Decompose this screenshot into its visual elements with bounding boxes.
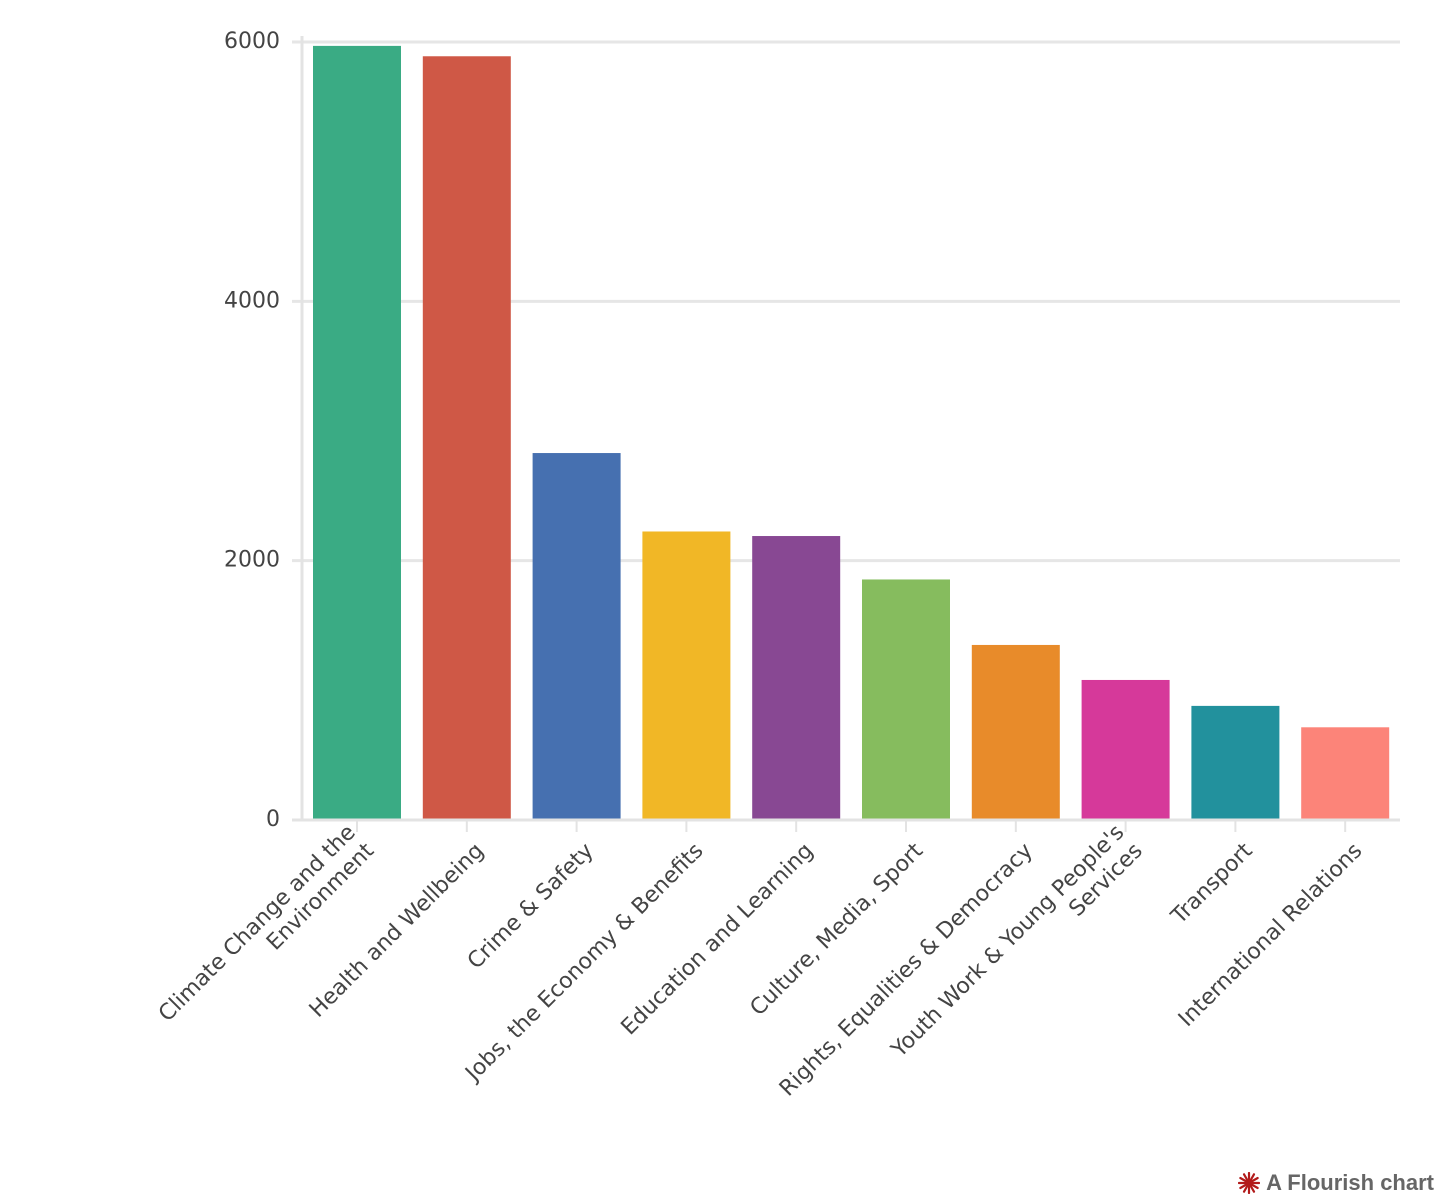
bar-1[interactable] (313, 45, 401, 820)
bar-8[interactable] (1081, 679, 1170, 820)
x-tick-label-line: Rights, Equalities & Democracy (775, 838, 1038, 1101)
x-tick-label: Climate Change and theEnvironment (154, 820, 379, 1045)
flourish-star-icon (1238, 1172, 1261, 1194)
x-tick-label-line: International Relations (1174, 838, 1367, 1031)
x-tick-label-line: Transport (1166, 838, 1258, 930)
x-tick-label-line: Jobs, the Economy & Benefits (460, 838, 709, 1087)
x-tick-label: Education and Learning (617, 838, 819, 1040)
x-tick-label: Health and Wellbeing (305, 838, 489, 1022)
x-tick-label-line: Education and Learning (617, 838, 819, 1040)
bars (313, 45, 1390, 821)
y-tick-label: 0 (266, 807, 280, 832)
y-tick-label: 2000 (224, 548, 280, 573)
bar-10[interactable] (1301, 727, 1390, 820)
flourish-credit[interactable]: A Flourish chart (1238, 1170, 1434, 1196)
bar-6[interactable] (862, 579, 950, 820)
x-tick-label: Transport (1166, 838, 1258, 930)
x-axis-ticks: Climate Change and theEnvironmentHealth … (154, 820, 1367, 1101)
x-tick-label: Rights, Equalities & Democracy (775, 838, 1038, 1101)
bar-5[interactable] (752, 536, 841, 820)
x-tick-label: International Relations (1174, 838, 1367, 1031)
y-axis-ticks: 0 2000 4000 6000 (224, 29, 280, 832)
y-tick-label: 6000 (224, 29, 280, 54)
axes (292, 36, 1400, 822)
x-tick-label-line: Health and Wellbeing (305, 838, 489, 1022)
bar-9[interactable] (1191, 705, 1280, 820)
bar-4[interactable] (642, 531, 731, 820)
y-tick-label: 4000 (224, 288, 280, 313)
bar-2[interactable] (422, 56, 511, 821)
x-tick-label: Jobs, the Economy & Benefits (460, 838, 709, 1087)
bar-3[interactable] (532, 453, 621, 820)
bar-7[interactable] (971, 644, 1060, 820)
credit-text: A Flourish chart (1266, 1170, 1434, 1195)
